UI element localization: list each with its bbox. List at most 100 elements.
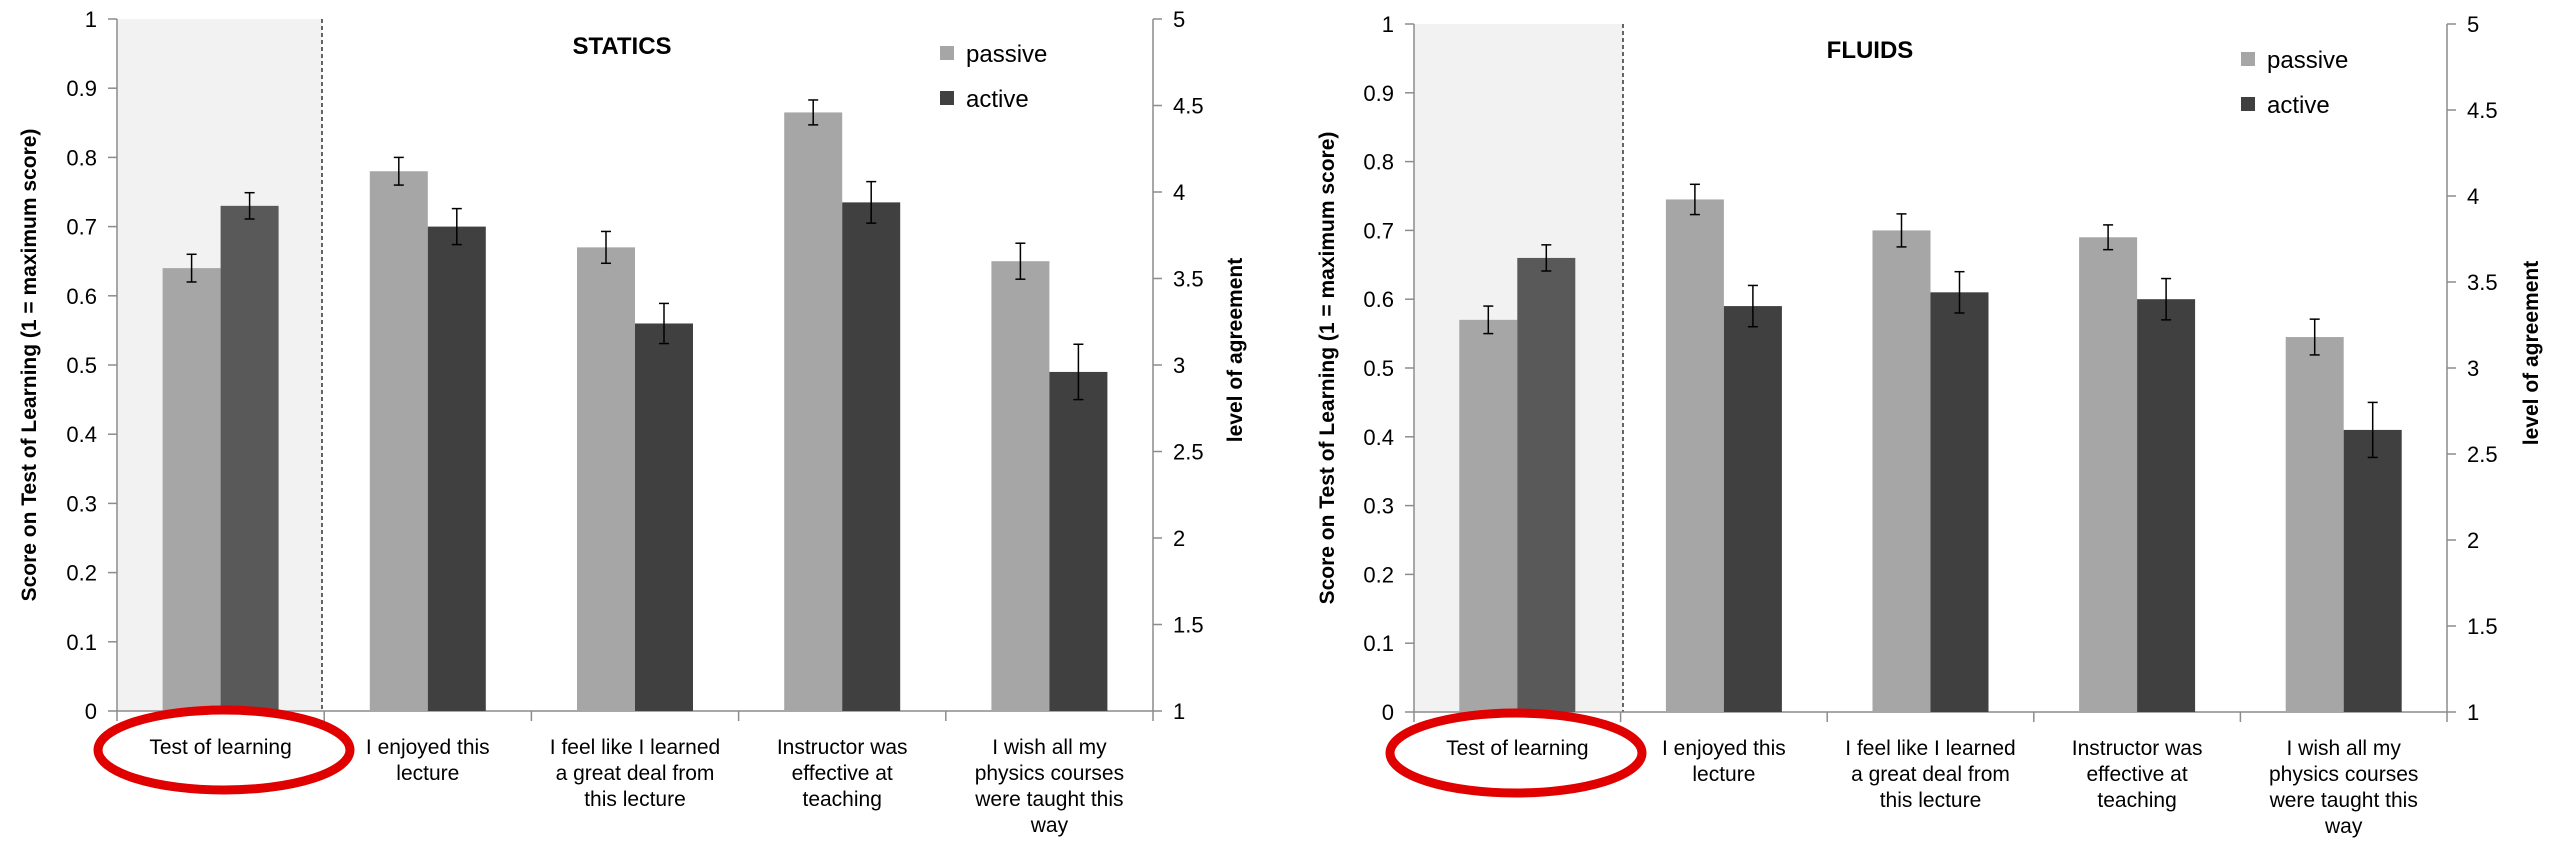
y2-tick-label: 2.5 bbox=[1173, 440, 1204, 465]
chart-panel-fluids: 0 0.1 0.2 0.3 0.4 0.5 0.6 0.7 0.8 0.9 1 1 1.5 2 2.5 3 3.… bbox=[1316, 12, 2543, 838]
bar-active bbox=[1517, 257, 1576, 712]
y-tick-label: 0.7 bbox=[66, 215, 97, 240]
bar-active bbox=[1049, 371, 1108, 711]
x-tick-label: I feel like I learned bbox=[550, 736, 720, 759]
x-tick-label: Instructor was bbox=[777, 736, 908, 759]
y-tick-label: 0.2 bbox=[66, 561, 97, 586]
y-tick-label: 1 bbox=[1382, 12, 1394, 37]
y-tick-label: 0.3 bbox=[66, 491, 97, 516]
y-axis-label: Score on Test of Learning (1 = maximum s… bbox=[18, 129, 41, 602]
bar-passive bbox=[1665, 199, 1724, 712]
bar-active bbox=[842, 202, 901, 711]
x-tick-label: teaching bbox=[802, 788, 881, 811]
y-tick-label: 0.5 bbox=[66, 353, 97, 378]
y-tick-label: 0.1 bbox=[1363, 631, 1394, 656]
y-tick-label: 0.5 bbox=[1363, 356, 1394, 381]
bar-active bbox=[1930, 292, 1989, 712]
y2-tick-label: 1 bbox=[2467, 700, 2479, 725]
y-tick-label: 0 bbox=[1382, 700, 1394, 725]
y2-tick-label: 3.5 bbox=[2467, 270, 2498, 295]
x-tick-label: this lecture bbox=[584, 788, 686, 811]
bar-active bbox=[2137, 299, 2196, 712]
y-tick-label: 0.6 bbox=[1363, 287, 1394, 312]
x-tick-label: I wish all my bbox=[992, 736, 1107, 759]
bar-passive bbox=[784, 112, 843, 712]
y2-tick-label: 1.5 bbox=[1173, 613, 1204, 638]
chart-title: STATICS bbox=[572, 33, 671, 60]
y2-tick-label: 4.5 bbox=[2467, 98, 2498, 123]
y2-tick-label: 5 bbox=[1173, 7, 1185, 32]
bar-active bbox=[2343, 429, 2402, 712]
y2-tick-label: 2 bbox=[1173, 526, 1185, 551]
x-tick-label: Instructor was bbox=[2072, 737, 2203, 760]
x-tick-label: Test of learning bbox=[1446, 737, 1588, 760]
bar-passive bbox=[577, 247, 635, 712]
y-tick-label: 0.1 bbox=[66, 630, 97, 655]
x-tick-label: lecture bbox=[396, 762, 459, 785]
x-tick-label: a great deal from bbox=[1851, 763, 2010, 786]
y2-tick-label: 5 bbox=[2467, 12, 2479, 37]
highlight-circle bbox=[1385, 708, 1647, 798]
y2-tick-label: 3.5 bbox=[1173, 267, 1204, 292]
y-tick-label: 0.9 bbox=[66, 76, 97, 101]
legend-label-passive: passive bbox=[966, 41, 1047, 68]
y-tick-label: 0.2 bbox=[1363, 562, 1394, 587]
bar-passive bbox=[162, 268, 221, 711]
x-tick-label: this lecture bbox=[1880, 789, 1982, 812]
x-tick-label: lecture bbox=[1692, 763, 1755, 786]
y2-axis-label: level of agreement bbox=[1224, 258, 1247, 442]
x-tick-label: physics courses bbox=[975, 762, 1124, 785]
y-tick-label: 0.3 bbox=[1363, 494, 1394, 519]
x-tick-label: effective at bbox=[2087, 763, 2188, 786]
x-tick-label: way bbox=[2324, 815, 2363, 838]
y2-tick-label: 1.5 bbox=[2467, 614, 2498, 639]
bar-passive bbox=[369, 171, 428, 712]
legend-swatch-passive bbox=[2241, 52, 2255, 66]
y-tick-label: 1 bbox=[85, 7, 97, 32]
x-tick-label: I enjoyed this bbox=[366, 736, 490, 759]
bar-passive bbox=[2285, 337, 2344, 712]
bar-active bbox=[1723, 306, 1782, 712]
x-tick-label: I wish all my bbox=[2287, 737, 2402, 760]
y-tick-label: 0.9 bbox=[1363, 81, 1394, 106]
x-tick-label: I enjoyed this bbox=[1662, 737, 1786, 760]
y-tick-label: 0 bbox=[85, 699, 97, 724]
bar-passive bbox=[1459, 319, 1518, 712]
bar-active bbox=[427, 226, 486, 711]
y2-tick-label: 3 bbox=[1173, 353, 1185, 378]
x-tick-label: effective at bbox=[792, 762, 893, 785]
y2-tick-label: 2 bbox=[2467, 528, 2479, 553]
chart-title: FLUIDS bbox=[1827, 37, 1914, 64]
legend-label-active: active bbox=[2267, 92, 2330, 119]
y2-tick-label: 4 bbox=[1173, 180, 1185, 205]
legend-label-passive: passive bbox=[2267, 47, 2348, 74]
y2-tick-label: 2.5 bbox=[2467, 442, 2498, 467]
bar-active bbox=[220, 205, 279, 711]
legend-label-active: active bbox=[966, 86, 1029, 113]
y2-tick-label: 3 bbox=[2467, 356, 2479, 381]
y-tick-label: 0.7 bbox=[1363, 218, 1394, 243]
x-tick-label: were taught this bbox=[2269, 789, 2418, 812]
y-axis-label: Score on Test of Learning (1 = maximum s… bbox=[1316, 132, 1339, 605]
legend-swatch-active bbox=[2241, 97, 2255, 111]
bar-passive bbox=[1872, 230, 1931, 712]
x-tick-label: way bbox=[1030, 814, 1069, 837]
legend-swatch-passive bbox=[940, 46, 954, 60]
y2-tick-label: 4 bbox=[2467, 184, 2479, 209]
y2-axis-label: level of agreement bbox=[2520, 261, 2543, 445]
x-tick-label: were taught this bbox=[974, 788, 1123, 811]
x-tick-label: Test of learning bbox=[149, 736, 291, 759]
y-tick-label: 0.8 bbox=[1363, 150, 1394, 175]
bar-active bbox=[635, 323, 693, 711]
x-tick-label: teaching bbox=[2097, 789, 2176, 812]
legend-swatch-active bbox=[940, 91, 954, 105]
x-tick-label: a great deal from bbox=[556, 762, 715, 785]
y2-tick-label: 1 bbox=[1173, 699, 1185, 724]
bar-passive bbox=[2079, 237, 2138, 712]
x-tick-label: I feel like I learned bbox=[1845, 737, 2015, 760]
chart-panel-statics: 0 0.1 0.2 0.3 0.4 0.5 0.6 0.7 0.8 0.9 1 1 1.5 2 2.5 3 3.… bbox=[18, 7, 1247, 837]
y-tick-label: 0.4 bbox=[1363, 425, 1394, 450]
bar-passive bbox=[991, 261, 1050, 711]
